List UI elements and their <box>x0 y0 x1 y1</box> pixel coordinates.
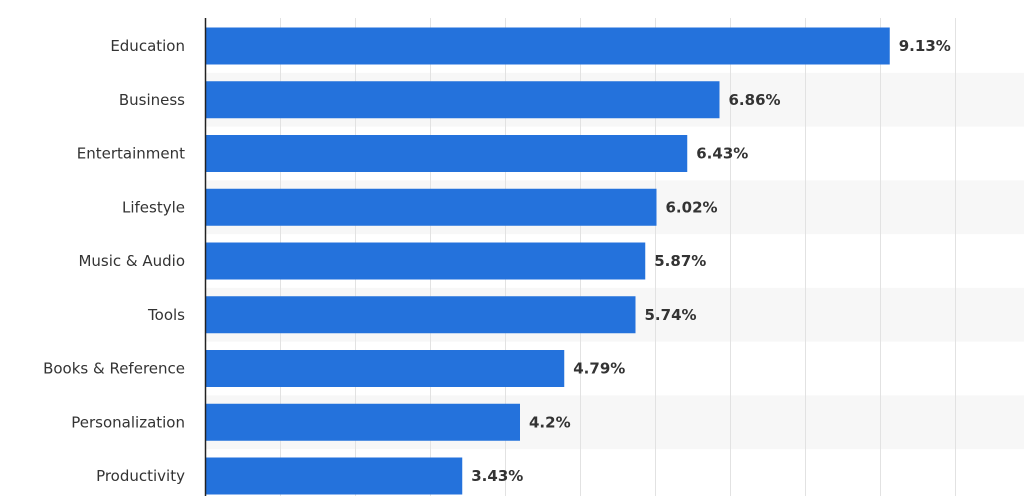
bar[interactable] <box>206 350 565 387</box>
value-label: 3.43% <box>471 467 523 485</box>
category-label: Lifestyle <box>122 198 185 216</box>
category-labels: Education Business Entertainment Lifestyle M… <box>43 37 185 485</box>
category-label: Books & Reference <box>43 360 185 378</box>
category-label: Music & Audio <box>78 252 185 270</box>
value-label: 4.2% <box>529 413 571 431</box>
bars <box>206 27 890 495</box>
bar[interactable] <box>206 403 520 441</box>
value-label: 4.79% <box>573 360 625 378</box>
value-label: 5.87% <box>654 252 706 270</box>
value-label: 6.43% <box>696 145 748 163</box>
bar[interactable] <box>206 296 636 334</box>
bar[interactable] <box>206 81 720 119</box>
value-label: 5.74% <box>645 306 697 324</box>
bar[interactable] <box>206 135 688 172</box>
bar[interactable] <box>206 188 657 226</box>
value-labels: 9.13% 6.86% 6.43% 6.02% 5.87% 5.74% 4.79% 4.2% 3… <box>471 37 951 485</box>
bar[interactable] <box>206 242 646 280</box>
category-label: Productivity <box>96 467 185 485</box>
value-label: 9.13% <box>899 37 951 55</box>
category-label: Personalization <box>71 413 185 431</box>
bar[interactable] <box>206 27 890 65</box>
category-label: Tools <box>147 306 185 324</box>
category-label: Education <box>110 37 185 55</box>
value-label: 6.02% <box>666 198 718 216</box>
value-label: 6.86% <box>729 91 781 109</box>
category-label: Business <box>119 91 185 109</box>
category-label: Entertainment <box>77 145 185 163</box>
bar[interactable] <box>206 457 463 495</box>
